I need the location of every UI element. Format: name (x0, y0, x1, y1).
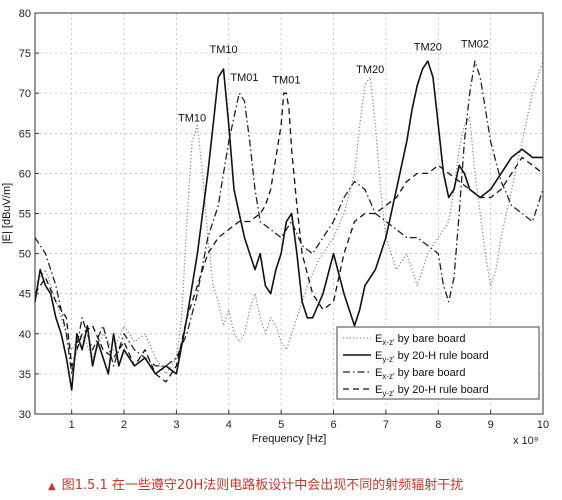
legend-entry-main: E (375, 367, 382, 379)
x-tick-label: 7 (383, 419, 389, 431)
x-tick-label: 6 (330, 419, 336, 431)
x-tick-label: 4 (226, 419, 232, 431)
x-tick-label: 5 (278, 419, 284, 431)
x-tick-label: 2 (121, 419, 127, 431)
y-tick-label: 45 (19, 289, 31, 301)
y-tick-label: 50 (19, 249, 31, 261)
mode-annotation: TM20 (414, 42, 442, 54)
legend-entry-text: by bare board (395, 367, 466, 379)
x-tick-label: 9 (488, 419, 494, 431)
legend-entry-sub: x-z' (382, 338, 395, 347)
legend-entry-main: E (375, 350, 382, 362)
legend-entry-sub: x-z' (382, 372, 395, 381)
caption-text: 图1.5.1 在一些遵守20H法则电路板设计中会出现不同的射频辐射干扰 (61, 478, 464, 493)
mode-annotation: TM01 (272, 75, 300, 87)
legend-entry-text: by 20-H rule board (395, 384, 489, 396)
y-tick-label: 60 (19, 168, 31, 180)
series-line-3 (34, 60, 544, 375)
x-tick-label: 10 (537, 419, 549, 431)
y-tick-label: 75 (19, 48, 31, 60)
y-tick-label: 35 (19, 369, 31, 381)
mode-annotation: TM10 (178, 112, 206, 124)
y-tick-label: 30 (19, 409, 31, 421)
y-tick-label: 65 (19, 128, 31, 140)
series-line-2 (34, 60, 543, 391)
x-tick-label: 1 (69, 419, 75, 431)
series-group (34, 60, 544, 391)
y-tick-label: 55 (19, 209, 31, 221)
y-axis-label: |E| [dBuV/m] (1, 183, 13, 244)
y-tick-label: 80 (19, 8, 31, 20)
caption-marker: ▲ (48, 481, 56, 492)
grid (35, 12, 544, 415)
x-tick-label: 3 (173, 419, 179, 431)
series-line-4 (34, 92, 544, 383)
legend-entry: Ey-z' by 20-H rule board (375, 350, 489, 364)
legend-entry-main: E (375, 333, 382, 345)
y-tick-label: 70 (19, 88, 31, 100)
figure-caption: ▲ 图1.5.1 在一些遵守20H法则电路板设计中会出现不同的射频辐射干扰 (48, 474, 463, 493)
legend-entry: Ex-z' by bare board (375, 367, 465, 381)
x-tick-label: 8 (435, 419, 441, 431)
legend-entry-main: E (375, 384, 382, 396)
mode-annotation: TM01 (230, 72, 258, 84)
legend-box (336, 326, 540, 400)
x-axis-exponent: x 10⁹ (513, 435, 539, 447)
legend-entry: Ey-z' by 20-H rule board (375, 384, 489, 398)
mode-annotation: TM02 (461, 38, 489, 50)
annotations: TM10 TM10 TM01 TM01 TM20 TM20 TM02 (178, 38, 489, 124)
legend-entry-sub: y-z' (382, 355, 395, 364)
legend-entry-sub: y-z' (382, 389, 395, 398)
legend-entry-text: by bare board (395, 333, 466, 345)
mode-annotation: TM20 (356, 64, 384, 76)
x-axis-label: Frequency [Hz] (252, 433, 327, 445)
legend-entry: Ex-z' by bare board (375, 333, 465, 347)
y-tick-label: 40 (19, 329, 31, 341)
legend-entry-text: by 20-H rule board (395, 350, 489, 362)
mode-annotation: TM10 (209, 44, 237, 56)
